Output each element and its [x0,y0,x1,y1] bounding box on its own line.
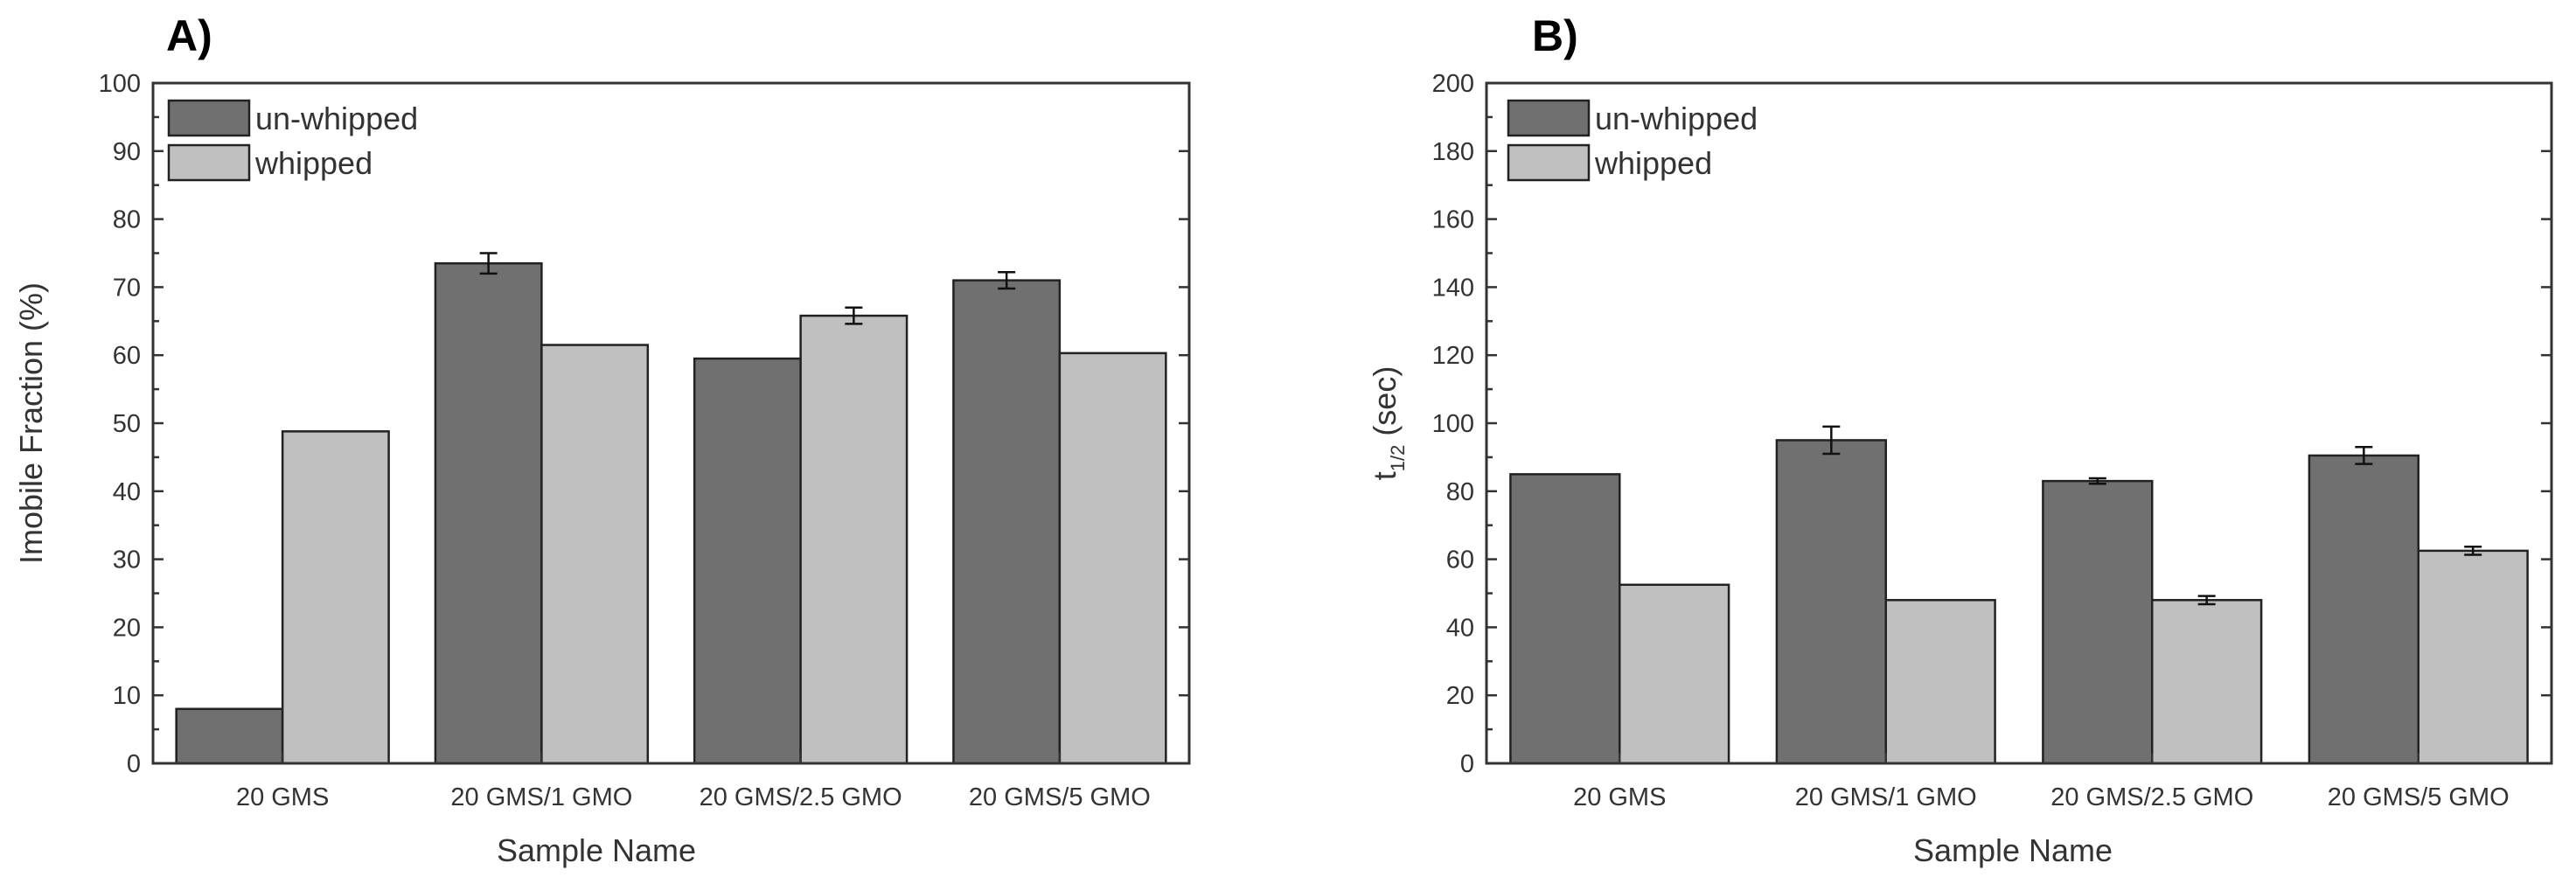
panel-b-bar-unwhipped [2308,454,2420,765]
panel-b-y-axis: 0 20 40 60 80 100 120 140 160 180 200 [1432,70,2552,778]
panel-b-label: B) [1532,11,1578,60]
panel-a-bar-whipped [1058,352,1167,765]
panel-a-x-axis-title: Sample Name [497,832,696,868]
panel-a-x-tick-label: 20 GMS/5 GMO [969,783,1151,811]
panel-b-y-axis-title-subscript: 1/2 [1387,445,1409,472]
panel-a-x-tick-label: 20 GMS/2.5 GMO [700,783,902,811]
panel-b-y-tick-label: 60 [1446,546,1474,574]
panel-b-bar-whipped [2151,599,2263,765]
panel-a-y-tick-label: 20 [113,614,141,642]
panel-a-y-tick-label: 90 [113,138,141,166]
panel-a-x-tick-label: 20 GMS [236,783,329,811]
panel-a-y-axis: 0 10 20 30 40 50 60 70 80 90 100 [99,70,1189,778]
panel-a-y-tick-label: 60 [113,342,141,370]
panel-a-y-tick-label: 100 [99,70,141,98]
panel-a-bars [175,261,1167,765]
panel-b-y-tick-label: 160 [1432,206,1474,234]
panel-a-legend: un-whipped whipped [167,99,418,182]
panel-b-bar-whipped [2417,549,2529,765]
panel-a-legend-label-unwhipped: un-whipped [255,101,418,136]
panel-b-x-axis-title: Sample Name [1913,832,2113,868]
panel-a-y-axis-title: Imobile Fraction (%) [13,282,49,564]
panel-b-y-axis-title-main: t [1367,471,1403,480]
panel-b-y-tick-label: 140 [1432,274,1474,302]
panel-b-bar-unwhipped [2042,479,2154,765]
panel-b-legend-label-unwhipped: un-whipped [1595,101,1758,136]
panel-b-x-axis: 20 GMS 20 GMS/1 GMO 20 GMS/2.5 GMO 20 GMS/5… [1573,753,2510,811]
panel-b-y-tick-label: 40 [1446,614,1474,642]
panel-a-legend-swatch-whipped [167,143,251,182]
panel-a-y-tick-label: 70 [113,274,141,302]
panel-a-bar-unwhipped [175,707,284,765]
panel-a-bar-whipped [799,314,909,765]
panel-b-y-tick-label: 100 [1432,410,1474,438]
panel-a-y-tick-label: 50 [113,410,141,438]
panel-b-bar-whipped [1884,599,1996,765]
panel-a-y-tick-label: 0 [127,750,141,778]
panel-b-error-bars [1822,425,2482,606]
panel-b-legend-label-whipped: whipped [1594,145,1712,181]
panel-b-y-tick-label: 80 [1446,478,1474,506]
panel-b-x-tick-label: 20 GMS [1573,783,1666,811]
panel-b-legend: un-whipped whipped [1507,99,1758,182]
panel-a-y-tick-label: 80 [113,206,141,234]
panel-b-x-tick-label: 20 GMS/2.5 GMO [2050,783,2253,811]
panel-b-y-axis-title: t1/2 (sec) [1367,366,1409,481]
panel-a-bar-whipped [281,430,390,765]
panel-b-legend-swatch-whipped [1507,143,1591,182]
panel-a-x-axis: 20 GMS 20 GMS/1 GMO 20 GMS/2.5 GMO 20 GMS/5… [236,753,1151,811]
panel-a-y-tick-label: 40 [113,478,141,506]
panel-a: A) 0 10 20 30 40 50 60 70 80 90 100 20 GMS 20 GMS/1… [13,11,1191,868]
panel-a-bar-whipped [540,344,650,765]
panel-b-y-tick-label: 180 [1432,138,1474,166]
panel-b-bar-whipped [1619,583,1730,765]
panel-b-bar-unwhipped [1775,439,1888,765]
panel-a-y-tick-label: 30 [113,546,141,574]
panel-a-label: A) [166,11,212,60]
panel-a-legend-swatch-unwhipped [167,99,251,137]
panel-a-bar-unwhipped [434,261,543,765]
panel-b-bar-unwhipped [1509,473,1621,765]
panel-b-y-tick-label: 120 [1432,342,1474,370]
panel-b-bars [1509,439,2529,765]
panel-a-x-tick-label: 20 GMS/1 GMO [450,783,632,811]
panel-a-bar-unwhipped [693,357,802,765]
panel-b-x-tick-label: 20 GMS/1 GMO [1795,783,1977,811]
panel-a-error-bars [479,252,1016,325]
panel-b-y-tick-label: 0 [1460,750,1474,778]
panel-b-y-tick-label: 20 [1446,682,1474,710]
panel-b-legend-swatch-unwhipped [1507,99,1591,137]
panel-a-bar-unwhipped [952,279,1062,765]
panel-b-x-tick-label: 20 GMS/5 GMO [2328,783,2510,811]
panel-b-y-tick-label: 200 [1432,70,1474,98]
panel-a-legend-label-whipped: whipped [254,145,372,181]
panel-a-y-tick-label: 10 [113,682,141,710]
panel-b-y-axis-title-unit: (sec) [1367,366,1403,445]
